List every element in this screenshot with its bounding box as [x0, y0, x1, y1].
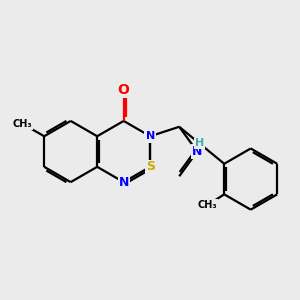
Text: H: H	[195, 138, 204, 148]
Text: N: N	[192, 145, 202, 158]
Text: S: S	[146, 160, 155, 173]
Text: N: N	[118, 176, 129, 189]
Text: CH₃: CH₃	[198, 200, 217, 210]
Text: CH₃: CH₃	[13, 119, 33, 129]
Text: N: N	[146, 131, 155, 141]
Text: N: N	[145, 130, 155, 143]
Text: O: O	[118, 83, 130, 98]
